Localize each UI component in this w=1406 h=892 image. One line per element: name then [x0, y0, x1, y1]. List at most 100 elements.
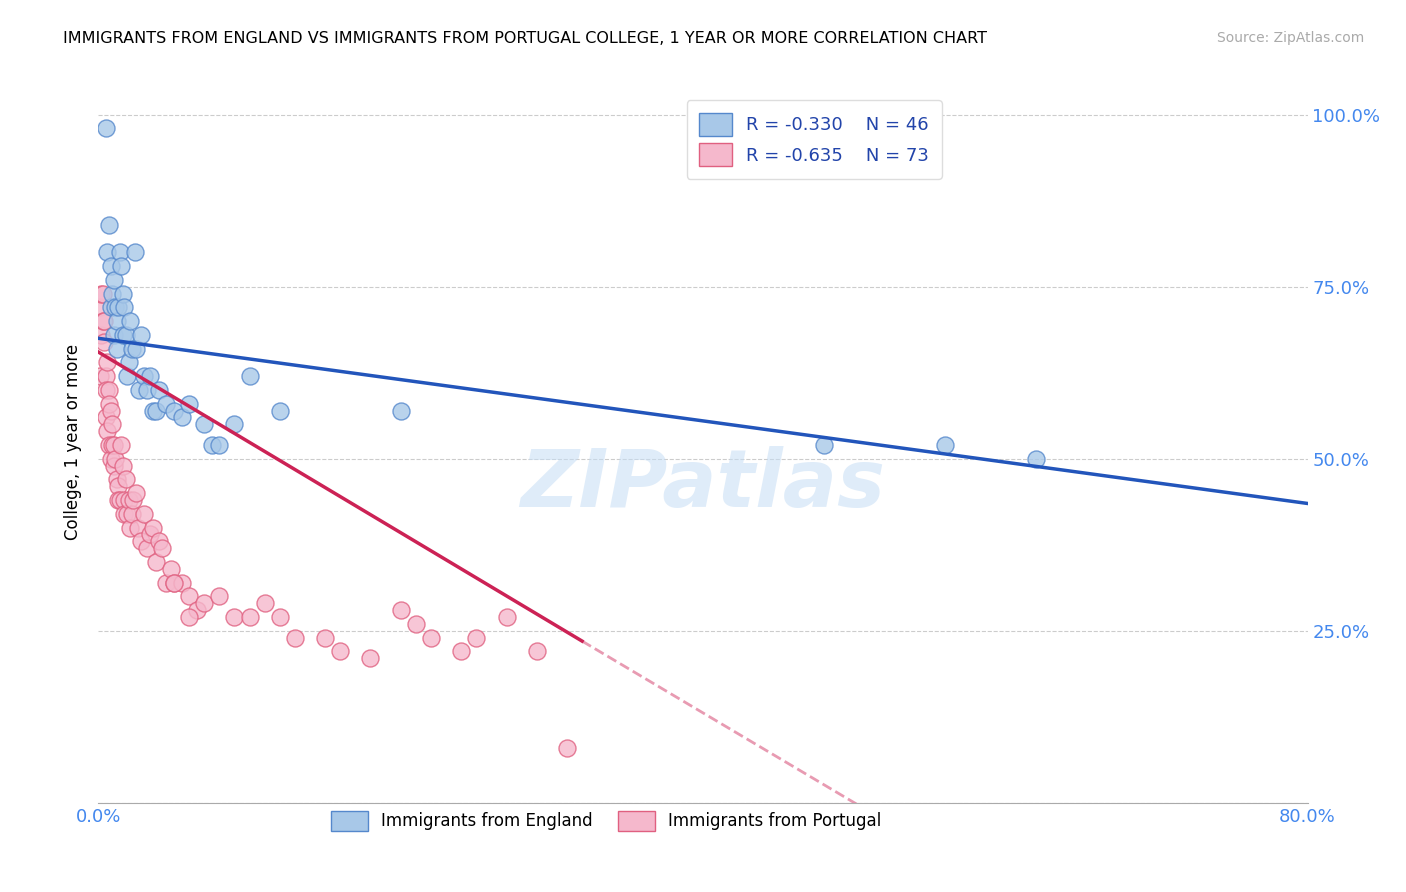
Point: [114, 472, 136, 486]
Point: [111, 286, 134, 301]
Point: [193, 596, 215, 610]
Point: [120, 314, 142, 328]
Point: [94, 121, 117, 136]
Point: [107, 301, 129, 315]
Point: [108, 493, 131, 508]
Point: [163, 575, 186, 590]
Point: [103, 327, 125, 342]
Point: [94, 410, 117, 425]
Y-axis label: College, 1 year or more: College, 1 year or more: [65, 343, 83, 540]
Point: [96, 245, 118, 260]
Point: [104, 301, 127, 315]
Point: [111, 458, 134, 473]
Point: [934, 438, 956, 452]
Point: [163, 575, 186, 590]
Point: [135, 383, 157, 397]
Point: [224, 610, 246, 624]
Point: [101, 417, 124, 432]
Point: [104, 451, 127, 466]
Point: [90, 286, 112, 301]
Point: [465, 631, 488, 645]
Point: [115, 507, 138, 521]
Point: [420, 631, 443, 645]
Point: [118, 493, 141, 508]
Point: [121, 507, 143, 521]
Point: [389, 603, 412, 617]
Point: [103, 438, 125, 452]
Point: [239, 610, 262, 624]
Point: [93, 314, 115, 328]
Point: [127, 520, 149, 534]
Point: [107, 479, 129, 493]
Point: [179, 397, 201, 411]
Point: [208, 438, 231, 452]
Point: [105, 314, 128, 328]
Point: [253, 596, 276, 610]
Point: [224, 417, 246, 432]
Point: [110, 438, 132, 452]
Point: [98, 438, 121, 452]
Point: [239, 369, 262, 384]
Point: [139, 369, 162, 384]
Point: [170, 575, 193, 590]
Point: [208, 590, 231, 604]
Point: [170, 410, 193, 425]
Point: [114, 327, 136, 342]
Point: [132, 507, 155, 521]
Point: [284, 631, 307, 645]
Point: [193, 417, 215, 432]
Point: [125, 342, 148, 356]
Point: [269, 403, 291, 417]
Point: [155, 575, 177, 590]
Point: [129, 327, 152, 342]
Point: [145, 555, 167, 569]
Point: [389, 403, 412, 417]
Point: [329, 644, 352, 658]
Point: [135, 541, 157, 556]
Legend: Immigrants from England, Immigrants from Portugal: Immigrants from England, Immigrants from…: [325, 805, 887, 838]
Point: [91, 286, 114, 301]
Point: [122, 493, 145, 508]
Point: [148, 383, 170, 397]
Point: [186, 603, 208, 617]
Point: [118, 355, 141, 369]
Point: [101, 438, 124, 452]
Point: [96, 355, 118, 369]
Point: [105, 342, 128, 356]
Point: [100, 259, 122, 273]
Point: [145, 403, 167, 417]
Point: [89, 369, 111, 384]
Point: [98, 218, 121, 232]
Point: [103, 458, 125, 473]
Point: [91, 314, 114, 328]
Point: [314, 631, 336, 645]
Point: [111, 327, 134, 342]
Point: [103, 273, 125, 287]
Point: [100, 451, 122, 466]
Point: [125, 486, 148, 500]
Point: [139, 527, 162, 541]
Point: [142, 520, 165, 534]
Point: [112, 507, 135, 521]
Point: [148, 534, 170, 549]
Text: Source: ZipAtlas.com: Source: ZipAtlas.com: [1216, 31, 1364, 45]
Point: [555, 740, 578, 755]
Point: [121, 342, 143, 356]
Point: [98, 397, 121, 411]
Point: [110, 259, 132, 273]
Point: [150, 541, 173, 556]
Point: [100, 301, 122, 315]
Point: [94, 383, 117, 397]
Point: [112, 301, 135, 315]
Point: [201, 438, 224, 452]
Point: [179, 610, 201, 624]
Point: [124, 245, 146, 260]
Point: [128, 383, 150, 397]
Point: [90, 327, 112, 342]
Point: [132, 369, 155, 384]
Point: [115, 369, 138, 384]
Text: ZIPatlas: ZIPatlas: [520, 446, 886, 524]
Point: [93, 334, 115, 349]
Point: [96, 424, 118, 438]
Point: [120, 520, 142, 534]
